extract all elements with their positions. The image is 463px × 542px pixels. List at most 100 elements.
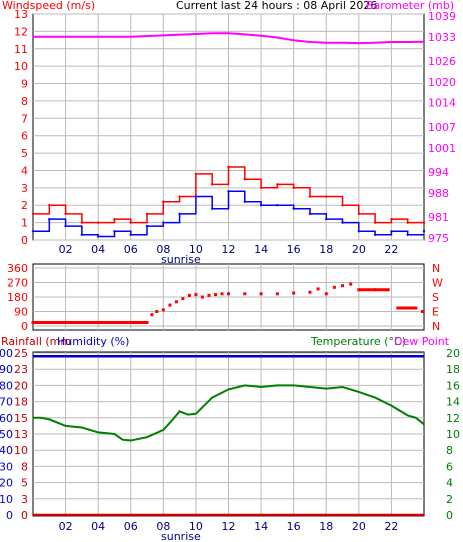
gust-line-point	[31, 212, 35, 216]
windspeed-line-point	[31, 230, 35, 233]
x-tick-label: 22	[384, 520, 398, 533]
windspeed-line-point	[308, 212, 312, 216]
barometer-tick-label: 1014	[428, 97, 456, 110]
windspeed-line-point	[292, 207, 295, 210]
barometer-tick-label: 1001	[428, 142, 456, 155]
gust-line-point	[259, 186, 263, 190]
wind-direction-point	[332, 285, 336, 289]
windspeed-line-point	[96, 235, 100, 238]
windspeed-tick-label: 13	[14, 8, 28, 21]
x-tick-label: 04	[91, 520, 105, 533]
rainfall-tick-label: 23	[14, 363, 28, 376]
windspeed-line-point	[113, 230, 116, 233]
rainfall-tick-label: 10	[14, 444, 28, 457]
wind-direction-point	[174, 300, 178, 304]
x-tick-label: 14	[254, 243, 268, 256]
temperature-tick-label: 0	[446, 509, 453, 522]
rainfall-tick-label: 0	[21, 509, 28, 522]
windspeed-axis-title: Windspeed (m/s)	[2, 0, 95, 12]
windspeed-tick-label: 7	[21, 112, 28, 125]
wind-direction-point	[181, 297, 185, 301]
rainfall-tick-label: 15	[14, 412, 28, 425]
direction-compass-tick: N	[432, 262, 440, 275]
windspeed-line-point	[325, 217, 328, 221]
temperature-tick-label: 6	[446, 460, 453, 473]
wind-direction-point	[308, 290, 312, 294]
x-tick-label: 14	[254, 520, 268, 533]
gust-line-point	[227, 165, 230, 169]
x-tick-label: 08	[156, 243, 170, 256]
humidity-tick-label: 30	[0, 460, 13, 473]
wind-direction-point	[275, 292, 279, 296]
panel-wind-x-tick-labels: 02 04 06 08 10 12 14 16 18 20 22	[59, 243, 399, 256]
rainfall-tick-label: 8	[21, 460, 28, 473]
gust-line	[33, 166, 424, 224]
humidity-axis-title: Humidity (%)	[57, 335, 129, 348]
temperature-tick-label: 10	[446, 428, 460, 441]
panel-direction-grid	[33, 264, 424, 330]
windspeed-tick-label: 1	[21, 217, 28, 230]
barometer-tick-label: 975	[428, 232, 449, 245]
gust-line-point	[243, 177, 246, 181]
windspeed-line-point	[178, 212, 181, 216]
x-tick-label: 06	[124, 243, 138, 256]
sunrise-label-bottom: sunrise	[161, 530, 201, 542]
wind-direction-point	[243, 292, 247, 296]
wind-direction-point	[155, 310, 159, 313]
gust-line-point	[145, 212, 149, 216]
windspeed-tick-label: 0	[21, 234, 28, 247]
x-tick-label: 20	[352, 243, 366, 256]
barometer-tick-label: 1026	[428, 55, 456, 68]
rainfall-tick-labels: 0 3 5 8 10 13 15 18 20 23 25	[14, 347, 28, 522]
x-tick-label: 16	[287, 520, 301, 533]
barometer-axis-title: Barometer (mb)	[366, 0, 454, 12]
gust-line-point	[406, 221, 409, 224]
windspeed-tick-label: 5	[21, 147, 28, 160]
gust-line-point	[373, 221, 377, 224]
rainfall-tick-label: 25	[14, 347, 28, 360]
x-tick-label: 06	[124, 520, 138, 533]
x-tick-label: 16	[287, 243, 301, 256]
panel-temp-marks	[33, 354, 425, 517]
rainfall-tick-label: 13	[14, 428, 28, 441]
gust-line-point	[357, 212, 361, 216]
humidity-tick-label: 100	[0, 347, 13, 360]
wind-direction-point	[420, 310, 424, 313]
wind-direction-point	[292, 291, 296, 295]
windspeed-tick-label: 4	[21, 164, 28, 177]
gust-line-point	[48, 204, 51, 207]
temperature-tick-label: 4	[446, 477, 453, 490]
x-tick-label: 04	[91, 243, 105, 256]
gust-line-point	[325, 195, 328, 198]
wind-direction-point	[150, 313, 154, 317]
rainfall-tick-label: 3	[21, 493, 28, 506]
windspeed-line-point	[373, 233, 377, 236]
humidity-tick-labels: 0 10 20 30 40 50 60 70 80 90 100	[0, 347, 13, 522]
temperature-line	[33, 384, 425, 442]
windspeed-tick-label: 12	[14, 25, 28, 38]
dewpoint-axis-title: Dew Point	[394, 335, 450, 348]
gust-line-point	[129, 221, 132, 224]
temperature-tick-labels: 0 2 4 6 8 10 12 14 16 18 20	[446, 347, 460, 522]
windspeed-tick-label: 9	[21, 78, 28, 91]
chart-title: Current last 24 hours : 08 April 2026	[176, 0, 377, 12]
gust-line-point	[80, 221, 84, 224]
windspeed-line-point	[341, 221, 344, 224]
x-tick-label: 12	[222, 243, 236, 256]
windspeed-line-point	[162, 221, 165, 224]
temperature-tick-label: 14	[446, 396, 460, 409]
barometer-tick-label: 1033	[428, 31, 456, 44]
gust-line-point	[292, 186, 295, 190]
direction-compass-tick: N	[432, 320, 440, 333]
direction-compass-tick: E	[432, 306, 439, 319]
wind-direction-point	[200, 295, 204, 299]
direction-degree-tick: 180	[7, 291, 28, 304]
windspeed-tick-label: 11	[14, 43, 28, 56]
temperature-tick-label: 20	[446, 347, 460, 360]
rainfall-axis-title: Rainfall (mm	[1, 335, 71, 348]
direction-compass-tick: W	[432, 277, 443, 290]
temperature-tick-label: 2	[446, 493, 453, 506]
